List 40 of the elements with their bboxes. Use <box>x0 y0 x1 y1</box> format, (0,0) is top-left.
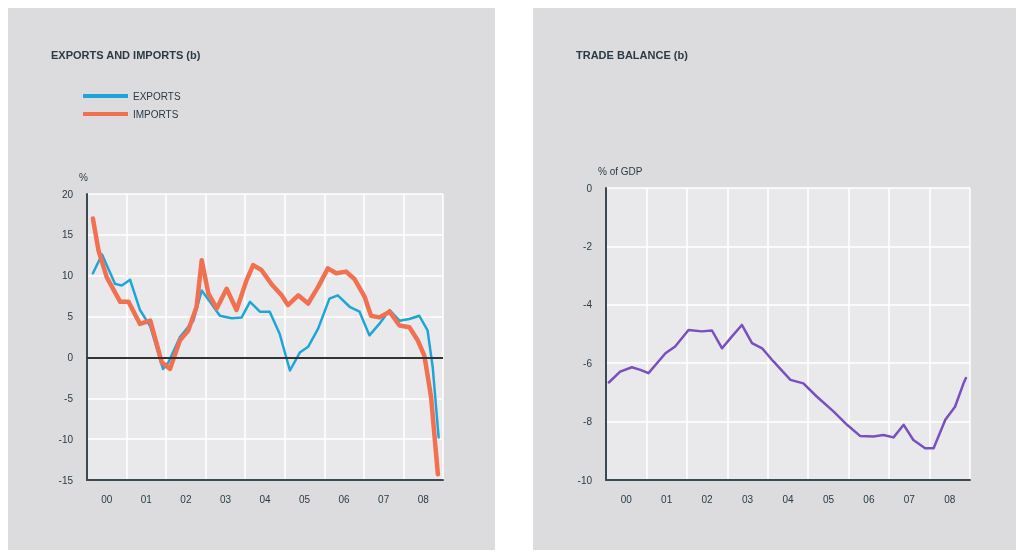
y-tick-label: -8 <box>583 416 593 428</box>
y-tick-label: -10 <box>58 433 74 445</box>
y-tick-label: 15 <box>61 229 74 241</box>
y-tick-label: 10 <box>61 270 74 282</box>
legend-label: IMPORTS <box>133 108 179 120</box>
y-tick-label: -10 <box>577 474 593 486</box>
y-tick-label: 20 <box>61 188 74 200</box>
x-tick-label: 02 <box>701 493 714 505</box>
x-tick-label: 06 <box>863 493 875 505</box>
x-tick-label: 03 <box>219 493 232 505</box>
x-tick-label: 02 <box>180 493 192 505</box>
legend-label: EXPORTS <box>133 90 181 102</box>
y-tick-label: 0 <box>586 182 593 194</box>
y-axis-title: % <box>79 171 88 183</box>
x-tick-label: 01 <box>140 493 153 505</box>
y-tick-label: -4 <box>583 299 593 311</box>
y-axis-title: % of GDP <box>598 165 643 177</box>
x-tick-label: 06 <box>338 493 351 505</box>
y-tick-label: 5 <box>67 311 74 323</box>
x-tick-label: 03 <box>741 493 754 505</box>
chart-title: TRADE BALANCE (b) <box>576 48 689 61</box>
x-tick-label: 07 <box>903 493 916 505</box>
x-tick-label: 00 <box>101 493 113 505</box>
x-tick-label: 00 <box>620 493 633 505</box>
line-series <box>90 216 441 477</box>
y-tick-label: -6 <box>583 357 593 369</box>
x-tick-label: 04 <box>259 493 271 505</box>
x-tick-label: 05 <box>822 493 835 505</box>
y-tick-label: 0 <box>67 351 74 363</box>
y-tick-label: -5 <box>64 392 74 404</box>
chart-title: EXPORTS AND IMPORTS (b) <box>51 48 201 61</box>
y-tick-label: -2 <box>583 240 593 252</box>
x-tick-label: 07 <box>378 493 390 505</box>
x-tick-label: 01 <box>661 493 673 505</box>
x-tick-label: 05 <box>298 493 311 505</box>
line-series <box>607 323 968 450</box>
x-tick-label: 08 <box>944 493 956 505</box>
x-tick-label: 08 <box>417 493 430 505</box>
x-tick-label: 04 <box>782 493 794 505</box>
y-tick-label: -15 <box>58 474 74 486</box>
